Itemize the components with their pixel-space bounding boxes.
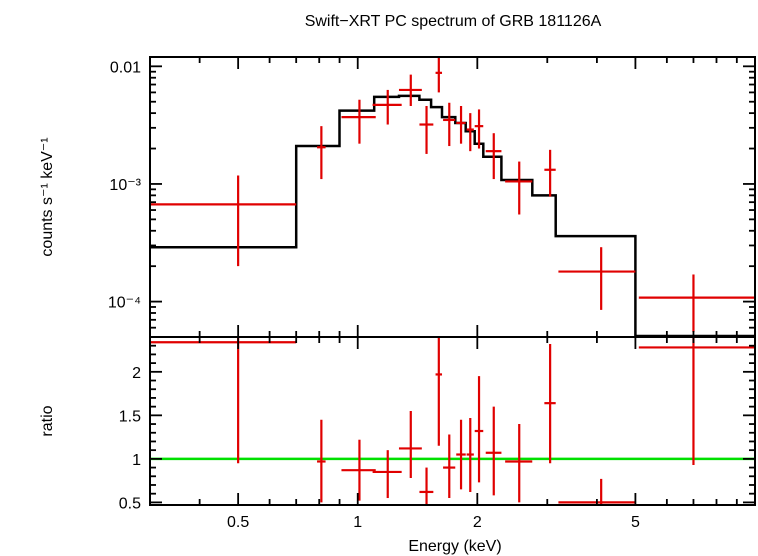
x-tick-label: 1 [353, 514, 362, 531]
data-point [456, 105, 466, 144]
spectrum-y-axis-label: counts s⁻¹ keV⁻¹ [39, 137, 56, 256]
y-tick-label: 1.5 [119, 408, 141, 425]
y-tick-label: 1 [132, 452, 141, 469]
data-point [372, 450, 402, 499]
data-point [150, 175, 297, 267]
x-tick-label: 2 [473, 514, 482, 531]
ratio-panel: 0.5 1 2 5 0.5 1 1.5 2 ratio Energy (keV) [39, 336, 756, 555]
data-point [443, 434, 456, 499]
data-point [466, 113, 474, 152]
data-point [398, 74, 422, 106]
data-point [341, 439, 376, 501]
data-point [435, 57, 443, 93]
data-point [341, 99, 376, 144]
data-point [398, 410, 422, 479]
ratio-y-axis-label: ratio [39, 405, 56, 436]
spectrum-panel: 0.01 10⁻³ 10⁻⁴ counts s⁻¹ keV⁻¹ [39, 56, 756, 338]
y-tick-label: 0.5 [119, 495, 141, 512]
data-point [638, 337, 755, 465]
spectrum-data-points [150, 57, 755, 333]
data-point [317, 419, 326, 503]
data-point [485, 133, 502, 180]
ratio-data-points [150, 337, 755, 505]
data-point [505, 424, 533, 503]
data-point [474, 109, 484, 149]
data-point [505, 161, 533, 215]
spectrum-frame [149, 56, 756, 338]
ratio-frame [149, 336, 756, 506]
data-point [435, 337, 443, 446]
x-axis-label: Energy (keV) [408, 538, 501, 555]
y-tick-label: 2 [132, 365, 141, 382]
data-point [638, 274, 755, 333]
y-tick-label: 10⁻⁴ [108, 295, 141, 312]
model-step-path [150, 94, 755, 338]
data-point [474, 376, 484, 483]
x-tick-label: 5 [631, 514, 640, 531]
data-point [150, 337, 297, 464]
data-point [419, 105, 434, 154]
data-point [466, 417, 474, 492]
model-step-line [150, 94, 755, 338]
data-point [485, 406, 502, 496]
y-tick-label: 0.01 [110, 59, 141, 76]
data-point [372, 89, 402, 125]
data-point [544, 343, 556, 464]
ratio-ticks: 0.5 1 2 5 0.5 1 1.5 2 [119, 337, 755, 531]
data-point [456, 419, 466, 490]
x-tick-label: 0.5 [227, 514, 249, 531]
data-point [317, 126, 326, 180]
data-point [419, 467, 434, 505]
chart-title: Swift−XRT PC spectrum of GRB 181126A [305, 13, 602, 30]
y-tick-label: 10⁻³ [109, 177, 141, 194]
data-point [558, 247, 636, 310]
data-point [544, 149, 556, 197]
data-point [443, 102, 456, 147]
